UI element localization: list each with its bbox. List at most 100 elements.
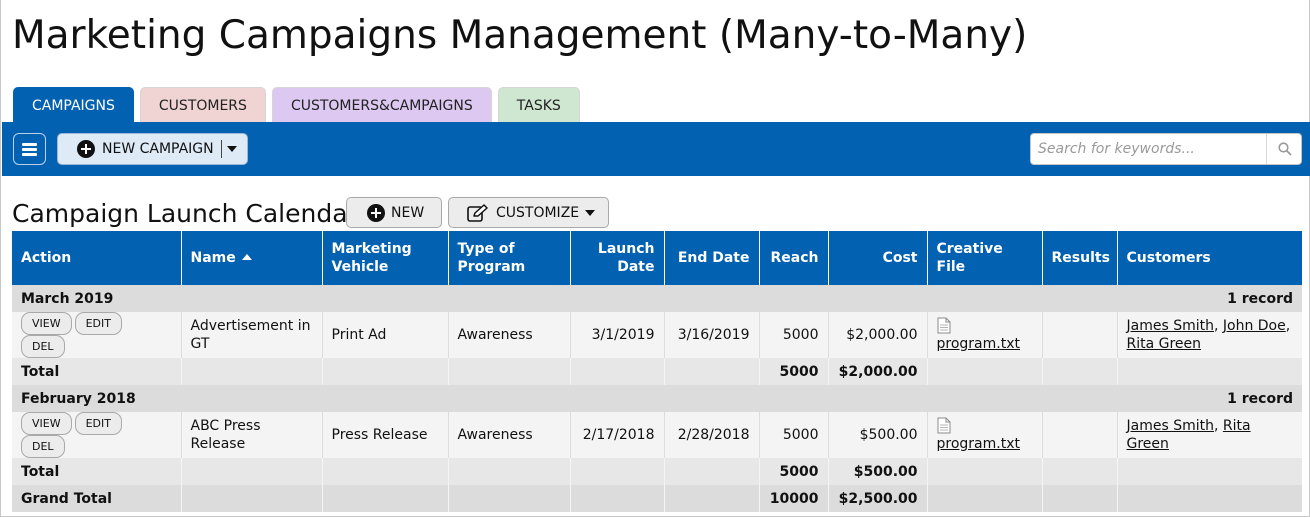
edit-icon <box>467 203 488 222</box>
cell-end-date: 2/28/2018 <box>663 412 759 458</box>
cell-cost: $500.00 <box>827 412 927 458</box>
chevron-down-icon <box>585 209 596 216</box>
file-link[interactable]: program.txt <box>936 336 1020 352</box>
sort-ascending-icon <box>241 254 252 260</box>
view-button[interactable]: VIEW <box>21 312 72 335</box>
hamburger-icon-bar <box>22 153 37 156</box>
view-button[interactable]: VIEW <box>21 412 72 435</box>
empty-cell <box>569 358 664 385</box>
total-label: Total <box>12 358 181 385</box>
col-type-of-program[interactable]: Type of Program <box>447 231 570 285</box>
cell-name: ABC Press Release <box>180 412 322 458</box>
customer-link[interactable]: Rita Green <box>1126 418 1251 452</box>
customer-link[interactable]: James Smith <box>1126 318 1214 334</box>
empty-cell <box>180 485 322 512</box>
empty-cell <box>663 458 759 485</box>
cell-launch-date: 3/1/2019 <box>569 312 664 358</box>
row-actions: VIEW EDIT DEL <box>12 312 181 358</box>
empty-cell <box>1041 485 1117 512</box>
tab-customers[interactable]: CUSTOMERS <box>139 87 266 123</box>
empty-cell <box>447 485 570 512</box>
col-customers[interactable]: Customers <box>1116 231 1302 285</box>
cell-customers: James Smith, John Doe, Rita Green <box>1116 312 1302 358</box>
new-label: NEW <box>391 204 425 221</box>
cell-creative-file: program.txt <box>926 412 1042 458</box>
col-end-date[interactable]: End Date <box>663 231 759 285</box>
delete-button[interactable]: DEL <box>21 335 65 358</box>
col-reach[interactable]: Reach <box>758 231 828 285</box>
empty-cell <box>1041 458 1117 485</box>
cell-vehicle: Print Ad <box>321 312 448 358</box>
customer-link[interactable]: John Doe <box>1222 318 1286 334</box>
menu-button[interactable] <box>13 133 46 165</box>
col-creative-file[interactable]: Creative File <box>926 231 1042 285</box>
empty-cell <box>926 485 1042 512</box>
new-record-button[interactable]: NEW <box>346 197 442 228</box>
customer-link[interactable]: Rita Green <box>1126 336 1202 352</box>
app-title: Marketing Campaigns Management (Many-to-… <box>12 13 1028 58</box>
empty-cell <box>321 485 448 512</box>
empty-cell <box>1116 458 1302 485</box>
hamburger-icon <box>22 143 37 146</box>
empty-cell <box>321 358 448 385</box>
grand-total-cost: $2,500.00 <box>827 485 927 512</box>
file-link[interactable]: program.txt <box>936 436 1020 452</box>
group-count: 1 record <box>759 385 1302 412</box>
hamburger-icon-bar <box>22 148 37 151</box>
report-title: Campaign Launch Calendar <box>12 199 358 228</box>
empty-cell <box>926 458 1042 485</box>
cell-reach: 5000 <box>758 412 828 458</box>
empty-cell <box>180 458 322 485</box>
empty-cell <box>180 358 322 385</box>
customize-button[interactable]: CUSTOMIZE <box>448 197 609 228</box>
cell-creative-file: program.txt <box>926 312 1042 358</box>
cell-results <box>1041 312 1117 358</box>
tab-campaigns[interactable]: CAMPAIGNS <box>13 87 134 123</box>
cell-program: Awareness <box>447 312 570 358</box>
tab-customers-campaigns[interactable]: CUSTOMERS&CAMPAIGNS <box>271 87 492 123</box>
tab-tasks[interactable]: TASKS <box>497 87 580 123</box>
grand-total-reach: 10000 <box>758 485 828 512</box>
cell-end-date: 3/16/2019 <box>663 312 759 358</box>
grand-total-label: Grand Total <box>12 485 181 512</box>
total-reach: 5000 <box>758 358 828 385</box>
col-marketing-vehicle[interactable]: Marketing Vehicle <box>321 231 448 285</box>
empty-cell <box>663 358 759 385</box>
file-icon <box>937 417 950 434</box>
total-cost: $500.00 <box>827 458 927 485</box>
edit-button[interactable]: EDIT <box>74 312 122 335</box>
cell-customers: James Smith, Rita Green <box>1116 412 1302 458</box>
delete-button[interactable]: DEL <box>21 435 65 458</box>
empty-cell <box>569 458 664 485</box>
cell-program: Awareness <box>447 412 570 458</box>
group-total-row: Total 5000 $500.00 <box>12 458 1302 485</box>
search-input[interactable] <box>1031 134 1267 164</box>
col-name[interactable]: Name <box>180 231 322 285</box>
empty-cell <box>1041 358 1117 385</box>
chevron-down-icon[interactable] <box>226 146 237 152</box>
group-label: March 2019 <box>12 285 759 312</box>
empty-cell <box>663 485 759 512</box>
new-campaign-button[interactable]: NEW CAMPAIGN <box>57 133 248 165</box>
empty-cell <box>321 458 448 485</box>
tab-bar: CAMPAIGNS CUSTOMERS CUSTOMERS&CAMPAIGNS … <box>13 87 586 123</box>
col-action: Action <box>12 231 181 285</box>
total-label: Total <box>12 458 181 485</box>
header-row: Action Name Marketing Vehicle Type of Pr… <box>12 231 1302 285</box>
empty-cell <box>447 458 570 485</box>
customer-link[interactable]: James Smith <box>1126 418 1214 434</box>
split-divider <box>220 140 222 158</box>
new-campaign-label: NEW CAMPAIGN <box>102 141 214 157</box>
cell-vehicle: Press Release <box>321 412 448 458</box>
plus-circle-icon <box>367 203 385 222</box>
col-cost[interactable]: Cost <box>827 231 927 285</box>
edit-button[interactable]: EDIT <box>74 412 122 435</box>
table-row: VIEW EDIT DEL ABC Press Release Press Rele… <box>12 412 1302 458</box>
file-icon <box>937 317 950 334</box>
col-results[interactable]: Results <box>1041 231 1117 285</box>
col-launch-date[interactable]: Launch Date <box>569 231 664 285</box>
search-box <box>1030 133 1302 165</box>
search-button[interactable] <box>1266 134 1301 164</box>
cell-launch-date: 2/17/2018 <box>569 412 664 458</box>
